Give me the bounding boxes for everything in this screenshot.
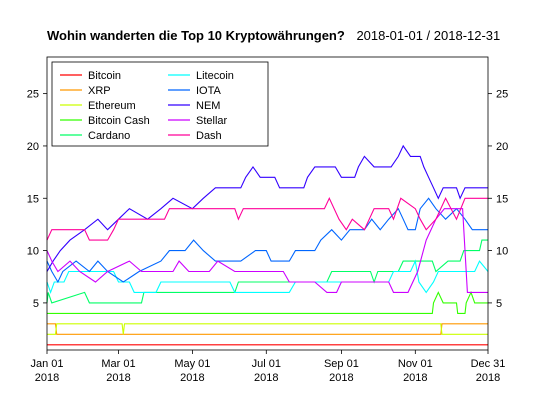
series-line-stellar bbox=[46, 208, 488, 293]
x-tick-label: Jan 01 bbox=[30, 358, 63, 370]
legend-label: XRP bbox=[88, 85, 111, 97]
x-tick-label: Mar 01 bbox=[101, 358, 135, 370]
y-tick-label-right: 25 bbox=[496, 89, 508, 101]
legend-label: Dash bbox=[196, 130, 222, 142]
x-tick-label: May 01 bbox=[174, 358, 210, 370]
y-tick-label-right: 10 bbox=[496, 246, 508, 258]
series-line-xrp bbox=[47, 323, 488, 335]
chart-subtitle: 2018-01-01 / 2018-12-31 bbox=[356, 28, 501, 43]
x-tick-label: Nov 01 bbox=[398, 358, 433, 370]
series-line-bitcoin-cash bbox=[47, 290, 488, 314]
x-tick-label-year: 2018 bbox=[329, 372, 353, 384]
x-tick-label-year: 2018 bbox=[403, 372, 427, 384]
legend-label: Ethereum bbox=[88, 100, 136, 112]
legend-label: Bitcoin Cash bbox=[88, 115, 150, 127]
legend-label: Stellar bbox=[196, 115, 228, 127]
y-tick-label-left: 10 bbox=[27, 246, 39, 258]
legend-box bbox=[51, 61, 269, 147]
legend-label: Bitcoin bbox=[88, 70, 121, 82]
y-tick-label-left: 15 bbox=[27, 193, 39, 205]
legend-label: Litecoin bbox=[196, 70, 234, 82]
x-tick-label-year: 2018 bbox=[180, 372, 204, 384]
x-tick-label: Dec 31 bbox=[471, 358, 506, 370]
series-line-nem bbox=[46, 144, 488, 272]
legend-label: Cardano bbox=[88, 130, 130, 142]
plot-frame bbox=[46, 56, 489, 351]
y-tick-label-right: 15 bbox=[496, 193, 508, 205]
chart-title-block: Wohin wanderten die Top 10 Kryptowährung… bbox=[47, 28, 500, 43]
x-tick-label-year: 2018 bbox=[476, 372, 500, 384]
y-tick-label-left: 25 bbox=[27, 89, 39, 101]
x-tick-label-year: 2018 bbox=[254, 372, 278, 384]
y-tick-label-right: 20 bbox=[496, 141, 508, 153]
y-tick-label-left: 5 bbox=[33, 298, 39, 310]
series-line-ethereum bbox=[47, 323, 488, 335]
series-line-cardano bbox=[46, 239, 488, 304]
x-tick-label: Sep 01 bbox=[324, 358, 359, 370]
x-tick-label: Jul 01 bbox=[252, 358, 281, 370]
y-tick-label-left: 20 bbox=[27, 141, 39, 153]
series-line-dash bbox=[46, 197, 488, 241]
x-tick-label-year: 2018 bbox=[106, 372, 130, 384]
legend-label: NEM bbox=[196, 100, 220, 112]
legend-label: IOTA bbox=[196, 85, 222, 97]
chart-title: Wohin wanderten die Top 10 Kryptowährung… bbox=[47, 28, 345, 43]
series-line-litecoin bbox=[46, 259, 489, 295]
x-tick-label-year: 2018 bbox=[35, 372, 59, 384]
y-tick-label-right: 5 bbox=[496, 298, 502, 310]
